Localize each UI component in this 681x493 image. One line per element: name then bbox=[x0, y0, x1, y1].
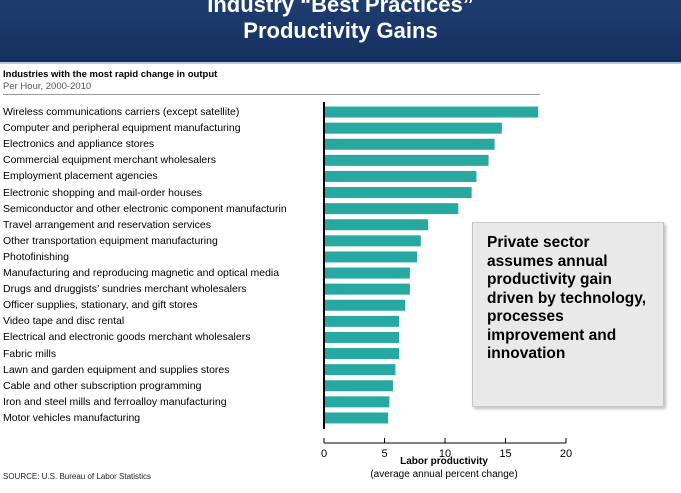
category-label: Electrical and electronic goods merchant… bbox=[3, 331, 251, 344]
x-tick-label: 20 bbox=[560, 448, 572, 460]
category-label: Electronics and appliance stores bbox=[3, 138, 155, 151]
bar bbox=[324, 396, 390, 408]
bar bbox=[324, 203, 459, 215]
category-label: Commercial equipment merchant wholesaler… bbox=[3, 154, 217, 167]
bar bbox=[324, 331, 400, 343]
category-label: Travel arrangement and reservation servi… bbox=[3, 218, 211, 231]
bar bbox=[324, 106, 539, 118]
category-label: Drugs and druggists’ sundries merchant w… bbox=[3, 283, 247, 296]
category-label: Video tape and disc rental bbox=[3, 315, 125, 328]
title-divider bbox=[3, 94, 540, 95]
x-tick-label: 5 bbox=[381, 448, 387, 460]
bar bbox=[324, 380, 393, 392]
category-label: Officer supplies, stationary, and gift s… bbox=[3, 299, 198, 312]
category-label: Photofinishing bbox=[3, 250, 69, 263]
bar bbox=[324, 299, 406, 311]
bar bbox=[324, 364, 396, 376]
bar bbox=[324, 283, 410, 295]
category-label: Other transportation equipment manufactu… bbox=[3, 234, 218, 247]
category-label: Semiconductor and other electronic compo… bbox=[3, 202, 287, 215]
bar bbox=[324, 122, 502, 134]
callout-box: Private sector assumes annual productivi… bbox=[472, 222, 664, 407]
bar bbox=[324, 251, 418, 263]
chart-subtitle: Per Hour, 2000-2010 bbox=[3, 81, 92, 92]
x-tick-label: 10 bbox=[439, 448, 451, 460]
bar bbox=[324, 154, 489, 166]
bar bbox=[324, 412, 389, 424]
category-label: Motor vehicles manufacturing bbox=[3, 411, 141, 424]
bar bbox=[324, 267, 410, 279]
x-axis-label: Labor productivity bbox=[400, 456, 488, 467]
bar bbox=[324, 138, 495, 150]
bar bbox=[324, 235, 421, 247]
chart-title: Industries with the most rapid change in… bbox=[3, 69, 218, 80]
page-title-line2: Productivity Gains bbox=[243, 18, 438, 43]
page-title-line1: Industry “Best Practices” bbox=[207, 0, 474, 17]
bar bbox=[324, 219, 429, 231]
x-tick-label: 15 bbox=[499, 448, 511, 460]
title-banner: Industry “Best Practices” Productivity G… bbox=[0, 0, 681, 64]
category-label: Wireless communications carriers (except… bbox=[3, 106, 240, 119]
category-label: Computer and peripheral equipment manufa… bbox=[3, 122, 241, 135]
x-tick-label: 0 bbox=[321, 448, 327, 460]
category-label: Manufacturing and reproducing magnetic a… bbox=[3, 267, 280, 280]
callout-text: Private sector assumes annual productivi… bbox=[487, 234, 647, 362]
bar bbox=[324, 315, 400, 327]
category-label: Fabric mills bbox=[3, 347, 57, 360]
bar bbox=[324, 187, 472, 199]
bar bbox=[324, 170, 477, 182]
category-label: Iron and steel mills and ferroalloy manu… bbox=[3, 395, 227, 408]
x-axis-sublabel: (average annual percent change) bbox=[370, 469, 518, 480]
category-label: Lawn and garden equipment and supplies s… bbox=[3, 363, 230, 376]
source-note: SOURCE: U.S. Bureau of Labor Statistics bbox=[3, 472, 152, 481]
bar bbox=[324, 348, 400, 360]
category-label: Employment placement agencies bbox=[3, 170, 158, 183]
category-label: Electronic shopping and mail-order house… bbox=[3, 186, 203, 199]
category-label: Cable and other subscription programming bbox=[3, 379, 202, 392]
